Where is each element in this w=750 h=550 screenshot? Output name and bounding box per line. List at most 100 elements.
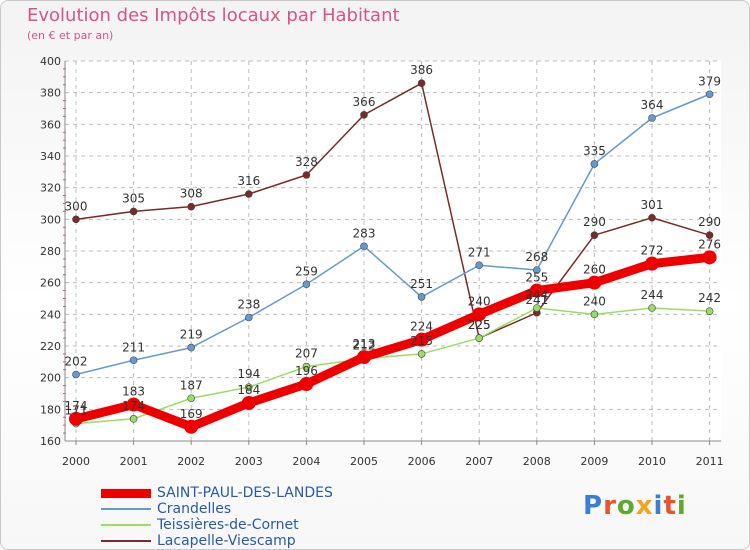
legend-label: Crandelles [157, 501, 232, 517]
data-label: 171 [65, 404, 88, 418]
data-label: 219 [180, 328, 203, 342]
data-point [705, 307, 714, 315]
data-label: 224 [410, 320, 433, 334]
data-point [532, 304, 541, 312]
y-tick-label: 380 [40, 87, 61, 100]
x-tick-label: 2010 [638, 455, 666, 468]
y-tick-label: 400 [40, 55, 61, 68]
data-label: 184 [237, 383, 260, 397]
data-label: 259 [295, 264, 318, 278]
data-label: 335 [583, 144, 606, 158]
y-tick-label: 260 [40, 277, 61, 290]
legend-swatch [101, 488, 151, 498]
data-label: 255 [525, 271, 548, 285]
x-tick-label: 2009 [580, 455, 608, 468]
x-tick-label: 2008 [523, 455, 551, 468]
data-point [648, 213, 656, 222]
data-point [645, 256, 659, 271]
data-label: 301 [641, 198, 664, 212]
x-tick-label: 2004 [292, 455, 320, 468]
data-point [241, 396, 256, 410]
legend-item: Lacapelle-Viescamp [101, 533, 333, 549]
data-point [187, 202, 195, 211]
data-point [590, 231, 599, 239]
series-line-3 [75, 82, 711, 339]
data-label: 364 [641, 98, 664, 112]
data-label: 242 [698, 291, 721, 305]
y-tick-label: 200 [40, 372, 61, 385]
data-label: 316 [237, 174, 260, 188]
data-label: 225 [468, 318, 491, 332]
legend-item: Teissières-de-Cornet [101, 517, 333, 533]
data-label: 272 [641, 244, 664, 258]
data-label: 386 [410, 63, 433, 77]
chart-title: Evolution des Impôts locaux par Habitant [27, 5, 400, 26]
legend-item: SAINT-PAUL-DES-LANDES [101, 485, 333, 501]
data-point [72, 370, 80, 379]
data-label: 290 [583, 215, 606, 229]
x-tick-label: 2006 [408, 455, 436, 468]
data-point [472, 307, 487, 322]
legend-swatch [101, 508, 151, 510]
data-label: 300 [65, 199, 88, 213]
data-point [129, 207, 138, 216]
series-line-1 [75, 93, 711, 376]
legend-swatch [101, 540, 151, 542]
data-point [475, 334, 484, 342]
data-point [72, 215, 80, 224]
y-tick-label: 300 [40, 213, 61, 226]
data-point [590, 310, 599, 319]
data-label: 276 [698, 237, 721, 251]
chart-subtitle: (en € et par an) [27, 29, 114, 42]
data-point [184, 419, 199, 434]
x-tick-label: 2000 [62, 455, 90, 468]
data-point [245, 383, 253, 391]
logo-text: Proxiti [583, 491, 687, 521]
legend-label: Lacapelle-Viescamp [157, 533, 296, 549]
legend-swatch [101, 524, 151, 526]
data-label: 213 [353, 337, 376, 351]
legend-label: SAINT-PAUL-DES-LANDES [157, 485, 333, 501]
data-label: 244 [525, 288, 548, 302]
data-label: 238 [237, 298, 260, 312]
data-point [417, 293, 426, 301]
data-point [705, 90, 714, 99]
data-point [302, 171, 311, 179]
x-tick-label: 2005 [350, 455, 378, 468]
data-point [187, 343, 195, 352]
data-point [302, 362, 311, 371]
data-point [417, 350, 426, 358]
legend-item: Crandelles [101, 501, 333, 517]
y-tick-label: 160 [40, 435, 61, 448]
data-point [129, 415, 138, 423]
data-point [414, 332, 429, 347]
proxiti-logo: Proxiti [583, 491, 687, 521]
data-point [360, 111, 368, 119]
data-point [705, 231, 714, 239]
data-point [417, 79, 426, 87]
data-label: 260 [583, 263, 606, 277]
data-label: 290 [698, 215, 721, 229]
data-label: 268 [525, 250, 548, 264]
data-label: 308 [180, 187, 203, 201]
x-tick-label: 2011 [696, 455, 724, 468]
data-label: 194 [237, 367, 260, 381]
data-label: 379 [698, 74, 721, 88]
data-label: 251 [410, 277, 433, 291]
data-label: 187 [180, 378, 203, 392]
data-point [187, 394, 195, 403]
x-tick-label: 2007 [465, 455, 493, 468]
data-point [648, 304, 656, 312]
series-line-0 [71, 252, 715, 432]
y-tick-label: 340 [40, 150, 61, 163]
chart-legend: SAINT-PAUL-DES-LANDES Crandelles Teissière… [101, 485, 333, 549]
data-label: 174 [65, 399, 88, 413]
data-point [299, 377, 314, 391]
data-label: 169 [180, 407, 203, 421]
data-point [702, 250, 717, 265]
data-point [129, 356, 138, 365]
legend-label: Teissières-de-Cornet [157, 517, 299, 533]
y-tick-label: 220 [40, 340, 61, 353]
data-label: 366 [353, 95, 376, 109]
